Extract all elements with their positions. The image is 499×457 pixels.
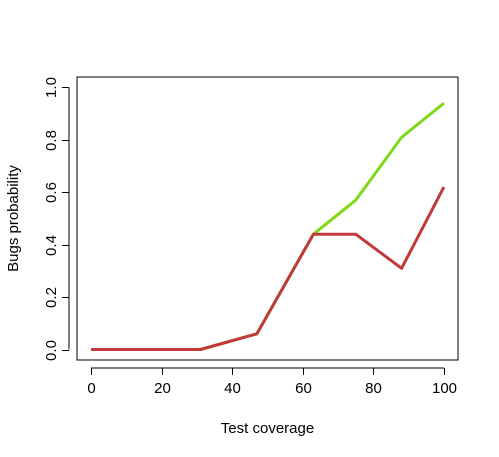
y-tick-label: 0.0 — [43, 340, 60, 361]
y-tick-label: 0.4 — [43, 235, 60, 256]
x-axis: 0 20 40 60 80 100 — [87, 367, 457, 397]
x-tick-label: 60 — [295, 380, 312, 397]
y-tick-label: 0.8 — [43, 130, 60, 151]
x-tick-label: 100 — [432, 380, 457, 397]
y-tick-label: 1.0 — [43, 77, 60, 98]
series-layer — [91, 102, 446, 351]
x-tick-label: 40 — [224, 380, 241, 397]
x-tick-label: 80 — [365, 380, 382, 397]
x-tick-label: 0 — [87, 380, 95, 397]
series-line-2 — [91, 186, 446, 351]
x-tick-label: 20 — [154, 380, 171, 397]
y-axis: 0.0 0.2 0.4 0.6 0.8 1.0 — [43, 77, 70, 361]
y-tick-label: 0.6 — [43, 182, 60, 203]
y-tick-label: 0.2 — [43, 287, 60, 308]
x-axis-label: Test coverage — [221, 420, 314, 437]
y-axis-label: Bugs probability — [5, 165, 22, 272]
plot-frame — [76, 76, 459, 361]
